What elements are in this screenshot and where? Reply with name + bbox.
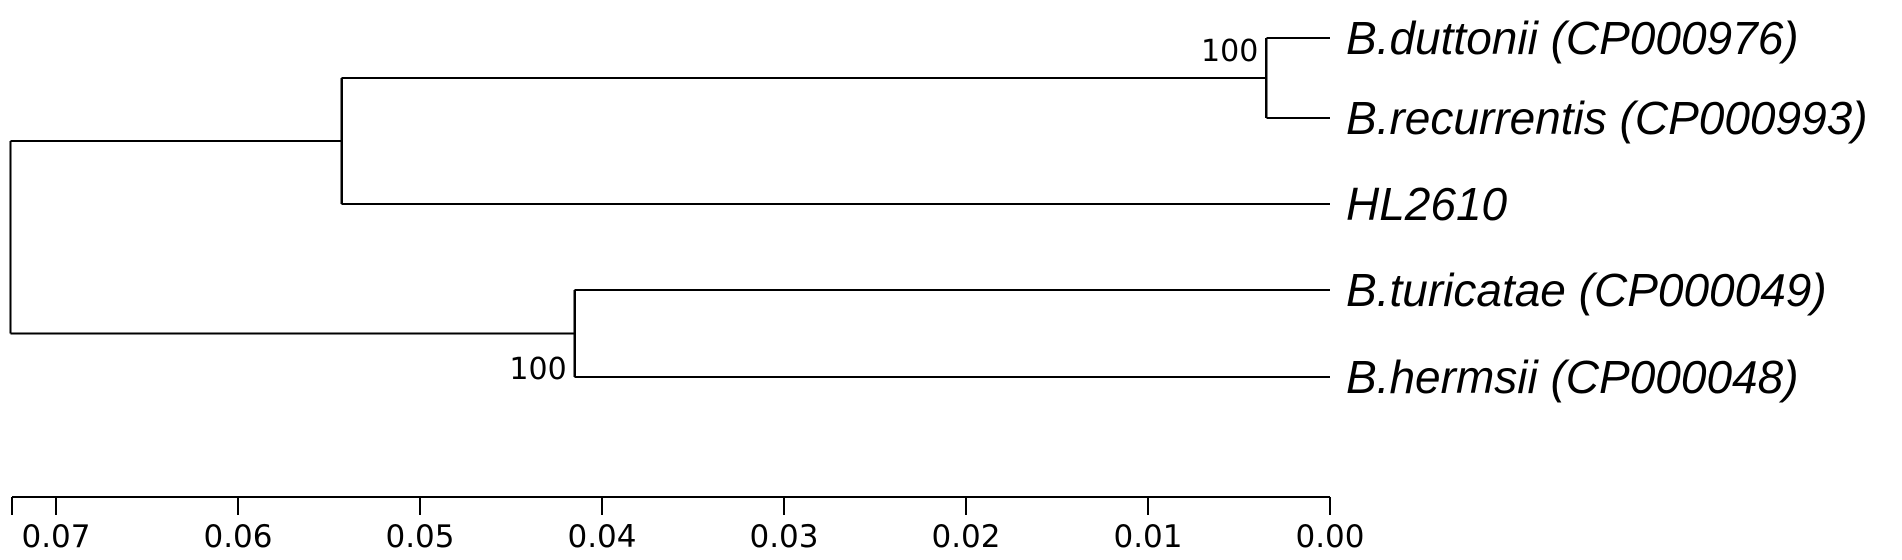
scale-tick-label-0: 0.07 bbox=[21, 519, 90, 555]
scale-tick-label-1: 0.06 bbox=[203, 519, 272, 555]
taxon-label-0: B.duttonii (CP000976) bbox=[1346, 12, 1799, 64]
scale-tick-label-6: 0.01 bbox=[1113, 519, 1182, 555]
scale-tick-label-2: 0.05 bbox=[385, 519, 454, 555]
scale-tick-label-7: 0.00 bbox=[1295, 519, 1364, 555]
bootstrap-value-n2: 100 bbox=[509, 352, 566, 387]
taxon-label-4: B.hermsii (CP000048) bbox=[1346, 351, 1799, 403]
scale-tick-label-5: 0.02 bbox=[931, 519, 1000, 555]
taxon-label-2: HL2610 bbox=[1346, 178, 1508, 230]
scale-tick-label-4: 0.03 bbox=[749, 519, 818, 555]
tree-branches bbox=[9, 36, 1330, 379]
taxon-label-1: B.recurrentis (CP000993) bbox=[1346, 92, 1868, 144]
bootstrap-value-n3: 100 bbox=[1201, 34, 1258, 69]
taxon-label-3: B.turicatae (CP000049) bbox=[1346, 264, 1827, 316]
taxon-labels: B.duttonii (CP000976) B.recurrentis (CP00… bbox=[1346, 12, 1868, 403]
bootstrap-values: 100 100 bbox=[509, 34, 1258, 387]
scale-tick-label-3: 0.04 bbox=[567, 519, 636, 555]
distance-scale-axis: 0.07 0.06 0.05 0.04 0.03 0.02 0.01 0.00 bbox=[10, 495, 1365, 555]
